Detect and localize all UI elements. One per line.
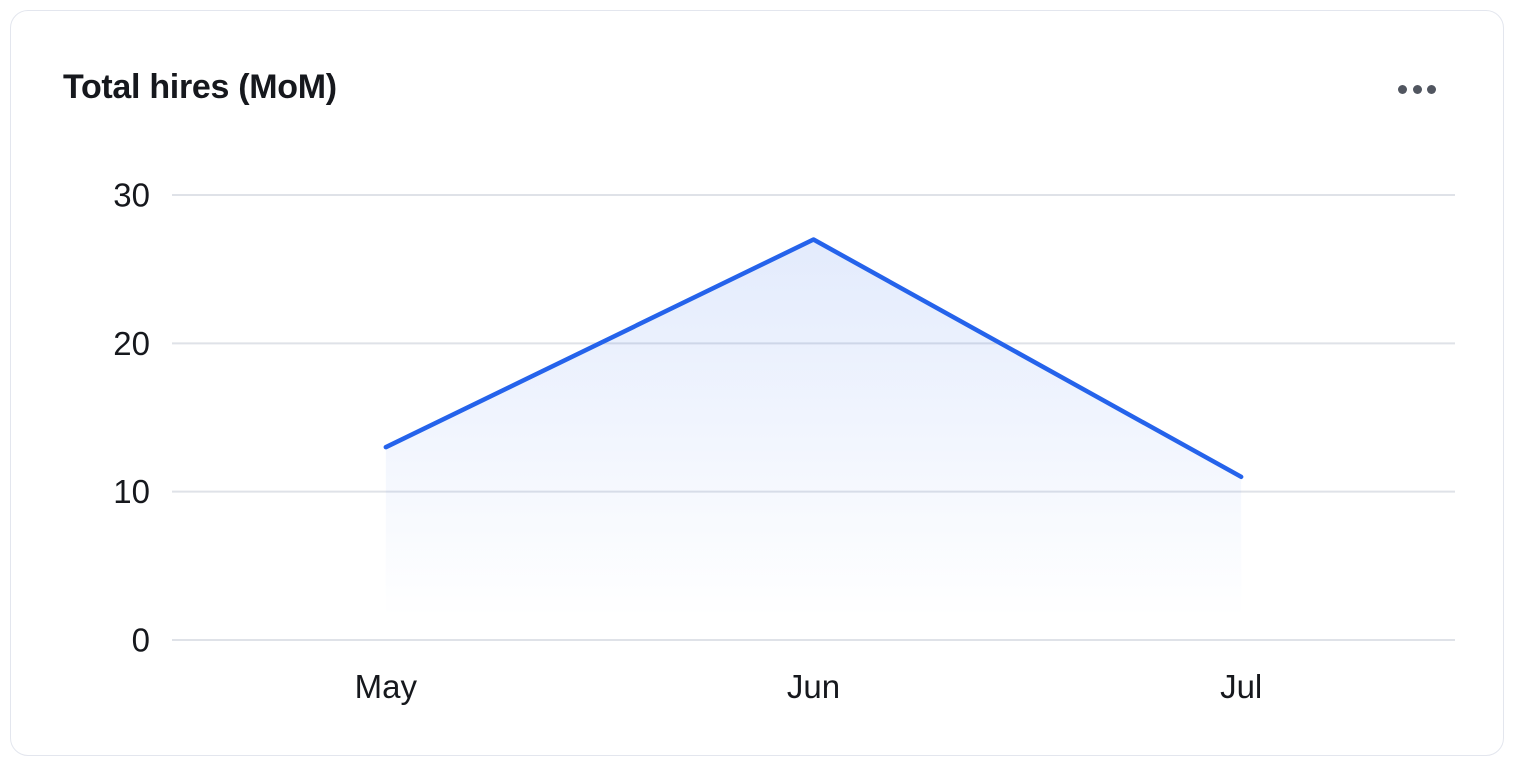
ellipsis-icon <box>1412 84 1422 94</box>
card-title: Total hires (MoM) <box>63 68 337 106</box>
total-hires-card: Total hires (MoM) <box>10 10 1504 756</box>
more-options-button[interactable] <box>1389 73 1445 105</box>
ellipsis-icon <box>1427 84 1436 94</box>
ellipsis-icon <box>1398 84 1407 94</box>
